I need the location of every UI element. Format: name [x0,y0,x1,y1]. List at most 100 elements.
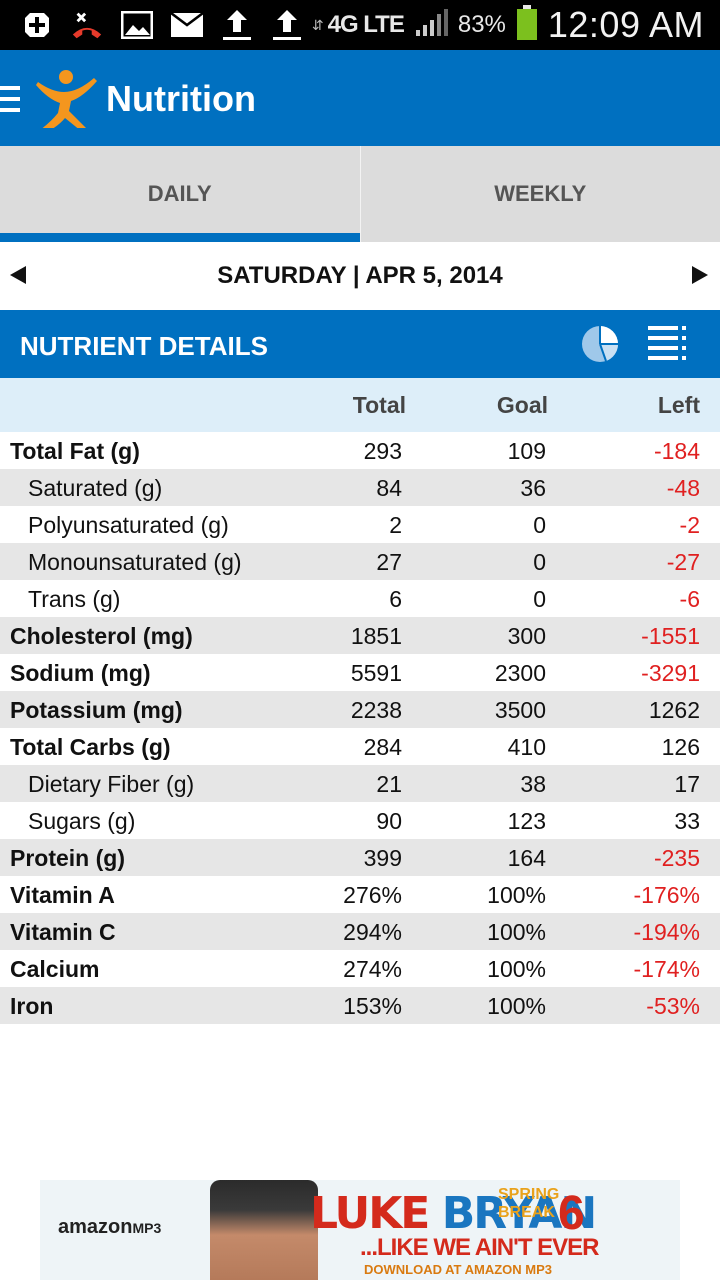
status-bar: ⇵ 4G LTE 83% 12:09 AM [0,0,720,50]
nutrient-goal: 109 [507,438,546,464]
nutrient-left: 17 [674,771,700,797]
table-row: Monounsaturated (g) 27 0 -27 [0,543,720,580]
table-row: Vitamin A 276% 100% -176% [0,876,720,913]
upload-icon [270,8,304,42]
table-row: Trans (g) 6 0 -6 [0,580,720,617]
nutrient-goal: 164 [507,845,546,871]
nutrient-goal: 100% [487,993,546,1019]
table-row: Dietary Fiber (g) 21 38 17 [0,765,720,802]
signal-icon [414,8,448,43]
nutrient-goal: 0 [533,586,546,612]
hamburger-menu-icon[interactable] [0,86,22,112]
nutrient-left: -176% [633,882,700,908]
nutrient-name: Potassium (mg) [10,697,183,723]
nutrient-total: 90 [376,808,402,834]
nutrient-details-header: NUTRIENT DETAILS [0,310,720,378]
nutrient-left: -6 [679,586,700,612]
ad-tagline: ...LIKE WE AIN'T EVER [360,1234,599,1261]
nutrient-name: Sugars (g) [28,808,136,834]
table-row: Cholesterol (mg) 1851 300 -1551 [0,617,720,654]
nutrient-total: 1851 [350,623,402,649]
table-row: Total Carbs (g) 284 410 126 [0,728,720,765]
nutrient-goal: 3500 [494,697,546,723]
table-row: Vitamin C 294% 100% -194% [0,913,720,950]
tab-weekly[interactable]: WEEKLY [359,146,720,242]
ad-banner[interactable]: amazonMP3 LUKE BRYAN SPRING BREAK 6 ...LI… [40,1180,680,1280]
table-header: Total Goal Left [0,378,720,432]
section-title: NUTRIENT DETAILS [20,331,268,361]
nutrient-total: 284 [363,734,402,760]
battery-percent: 83% [457,11,506,38]
column-header-goal: Goal [496,392,548,418]
nutrient-left: -3291 [641,660,700,686]
mail-icon [170,8,204,42]
nutrient-left: -174% [633,956,700,982]
table-row: Total Fat (g) 293 109 -184 [0,432,720,469]
nutrient-name: Iron [10,993,54,1019]
table-row: Iron 153% 100% -53% [0,987,720,1024]
nutrient-goal: 36 [520,475,546,501]
nutrient-left: 1262 [648,697,700,723]
nutrient-total: 293 [363,438,402,464]
arrow-right-icon[interactable] [692,266,708,284]
data-activity-icon: ⇵ [311,16,324,33]
nutrient-left: -48 [666,475,700,501]
table-row: Sugars (g) 90 123 33 [0,802,720,839]
arrow-left-icon[interactable] [10,266,26,284]
tab-daily[interactable]: DAILY [0,146,360,242]
nutrient-total: 27 [376,549,402,575]
myfitnesspal-logo-icon[interactable] [24,68,100,136]
add-icon [20,8,54,42]
nutrient-left: -2 [679,512,700,538]
ad-spring-break: SPRING BREAK [498,1186,560,1221]
nutrient-name: Total Carbs (g) [10,734,171,760]
nutrient-goal: 100% [487,882,546,908]
ad-artist-photo [210,1180,318,1280]
column-header-left: Left [657,392,700,418]
nutrient-name: Trans (g) [28,586,121,612]
nutrient-total: 2238 [350,697,402,723]
upload-icon [220,8,254,42]
ad-headline: LUKE BRYAN [310,1188,597,1239]
nutrient-goal: 300 [507,623,546,649]
nutrient-name: Dietary Fiber (g) [28,771,195,797]
tab-bar: DAILY WEEKLY [0,146,720,242]
nutrient-goal: 100% [487,919,546,945]
nutrient-total: 153% [343,993,402,1019]
nutrient-total: 6 [389,586,402,612]
battery-icon [516,4,538,46]
nutrient-total: 21 [376,771,402,797]
nutrient-left: -184 [653,438,700,464]
nutrient-total: 5591 [350,660,402,686]
nutrient-name: Sodium (mg) [10,660,151,686]
nutrient-left: 126 [661,734,700,760]
nutrient-name: Saturated (g) [28,475,163,501]
nutrient-left: 33 [674,808,700,834]
nutrient-name: Polyunsaturated (g) [28,512,229,538]
nutrient-total: 276% [343,882,402,908]
nutrient-total: 399 [363,845,402,871]
image-icon [120,8,154,42]
network-type: 4G LTE [327,11,405,38]
nutrient-name: Protein (g) [10,845,125,871]
date-navigator: SATURDAY | APR 5, 2014 [0,242,720,310]
ad-download-text: DOWNLOAD AT AMAZON MP3 [364,1262,552,1277]
nutrient-total: 294% [343,919,402,945]
table-row: Saturated (g) 84 36 -48 [0,469,720,506]
page-title: Nutrition [106,78,256,119]
current-date: SATURDAY | APR 5, 2014 [217,262,503,289]
nutrient-goal: 0 [533,549,546,575]
pie-chart-icon[interactable] [580,324,620,364]
nutrient-total: 274% [343,956,402,982]
table-row: Potassium (mg) 2238 3500 1262 [0,691,720,728]
nutrient-name: Monounsaturated (g) [28,549,242,575]
nutrient-goal: 123 [507,808,546,834]
list-view-icon[interactable] [646,324,692,364]
nutrient-name: Calcium [10,956,100,982]
nutrient-left: -1551 [641,623,700,649]
ad-number: 6 [558,1187,585,1240]
missed-call-icon [70,8,104,42]
nutrient-total: 2 [389,512,402,538]
nutrient-goal: 100% [487,956,546,982]
nutrient-name: Vitamin C [10,919,116,945]
